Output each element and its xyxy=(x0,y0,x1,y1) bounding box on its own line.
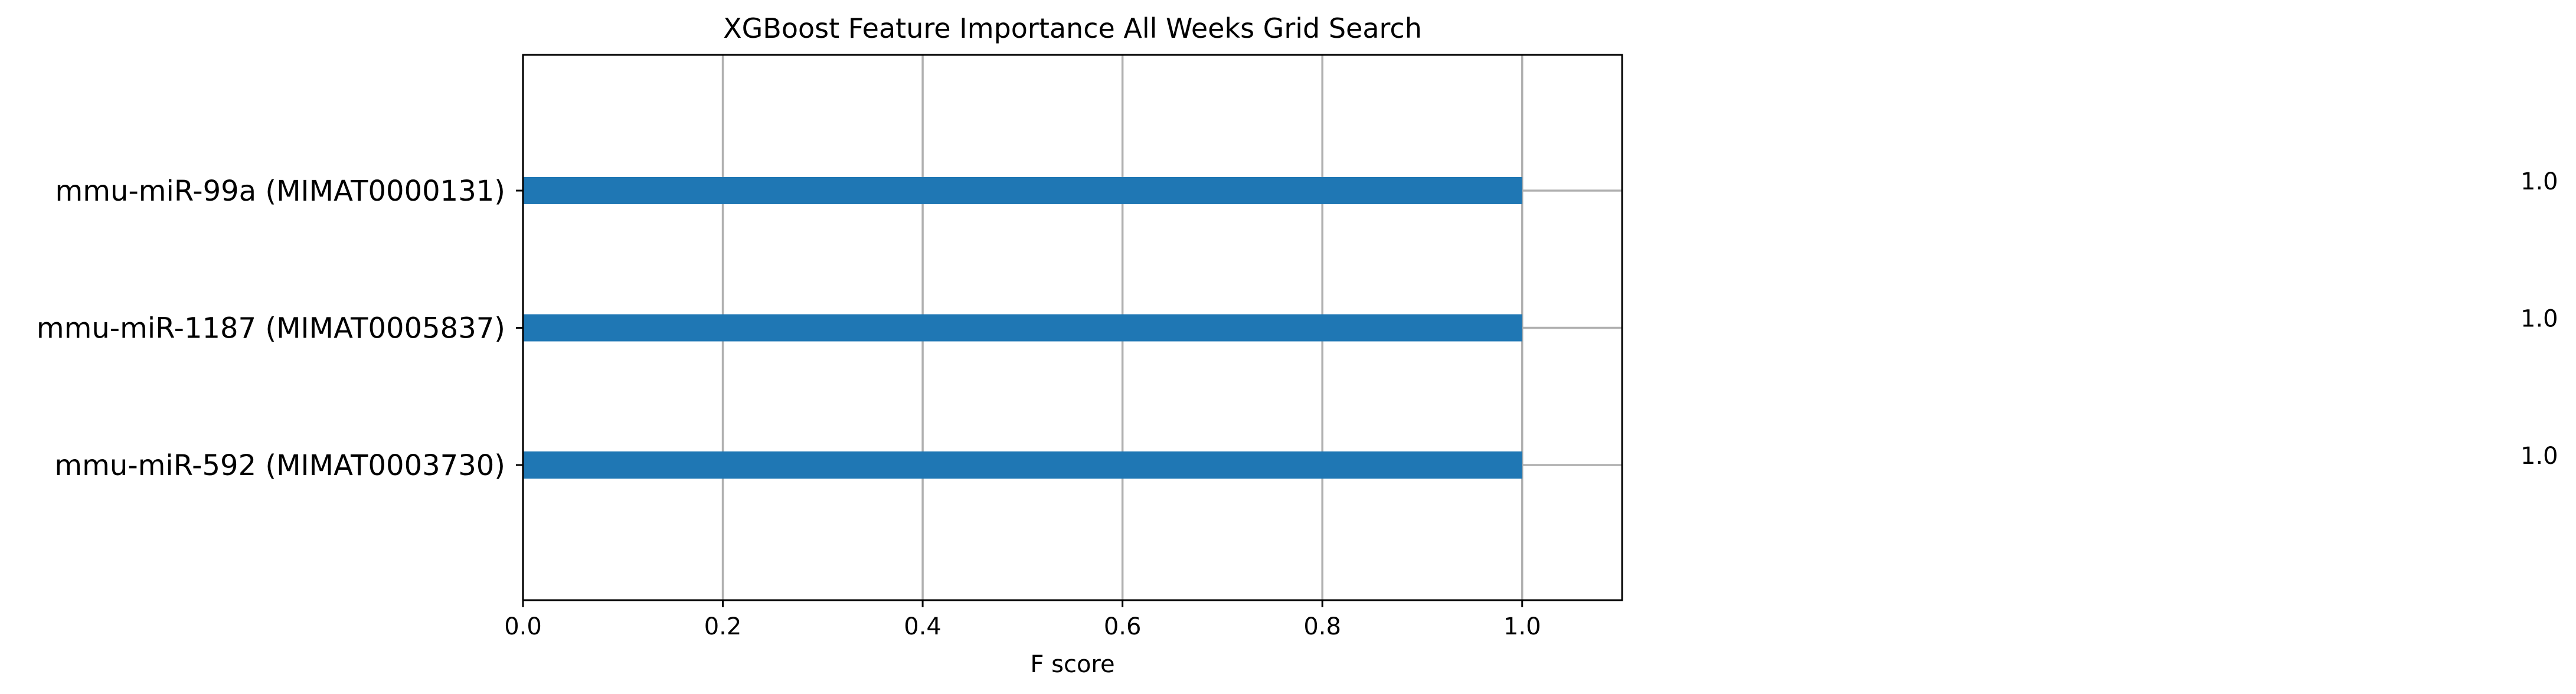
x-tick-label: 0.0 xyxy=(504,613,542,640)
bars xyxy=(523,177,1522,479)
data-label: 1.0 xyxy=(2521,168,2558,195)
y-tick-label: mmu-miR-99a (MIMAT0000131) xyxy=(55,175,505,208)
x-tick-label: 0.6 xyxy=(1104,613,1142,640)
bar-0 xyxy=(523,451,1522,479)
x-axis-label: F score xyxy=(1030,651,1114,678)
data-label: 1.0 xyxy=(2521,306,2558,333)
x-tick-label: 0.4 xyxy=(904,613,942,640)
x-tick-label: 0.2 xyxy=(704,613,742,640)
y-tick-label: mmu-miR-592 (MIMAT0003730) xyxy=(54,449,505,482)
bar-2 xyxy=(523,177,1522,204)
bar-1 xyxy=(523,314,1522,342)
axis-ticks: 0.0 0.2 0.4 0.6 0.8 1.0 mmu-miR-592 (MIMAT0003… xyxy=(37,175,1541,640)
data-labels: 1.0 1.0 1.0 xyxy=(2521,168,2558,470)
x-tick-label: 0.8 xyxy=(1303,613,1341,640)
y-tick-label: mmu-miR-1187 (MIMAT0005837) xyxy=(37,312,505,345)
chart-title: XGBoost Feature Importance All Weeks Gri… xyxy=(723,12,1422,44)
data-label: 1.0 xyxy=(2521,443,2558,470)
x-tick-label: 1.0 xyxy=(1503,613,1541,640)
